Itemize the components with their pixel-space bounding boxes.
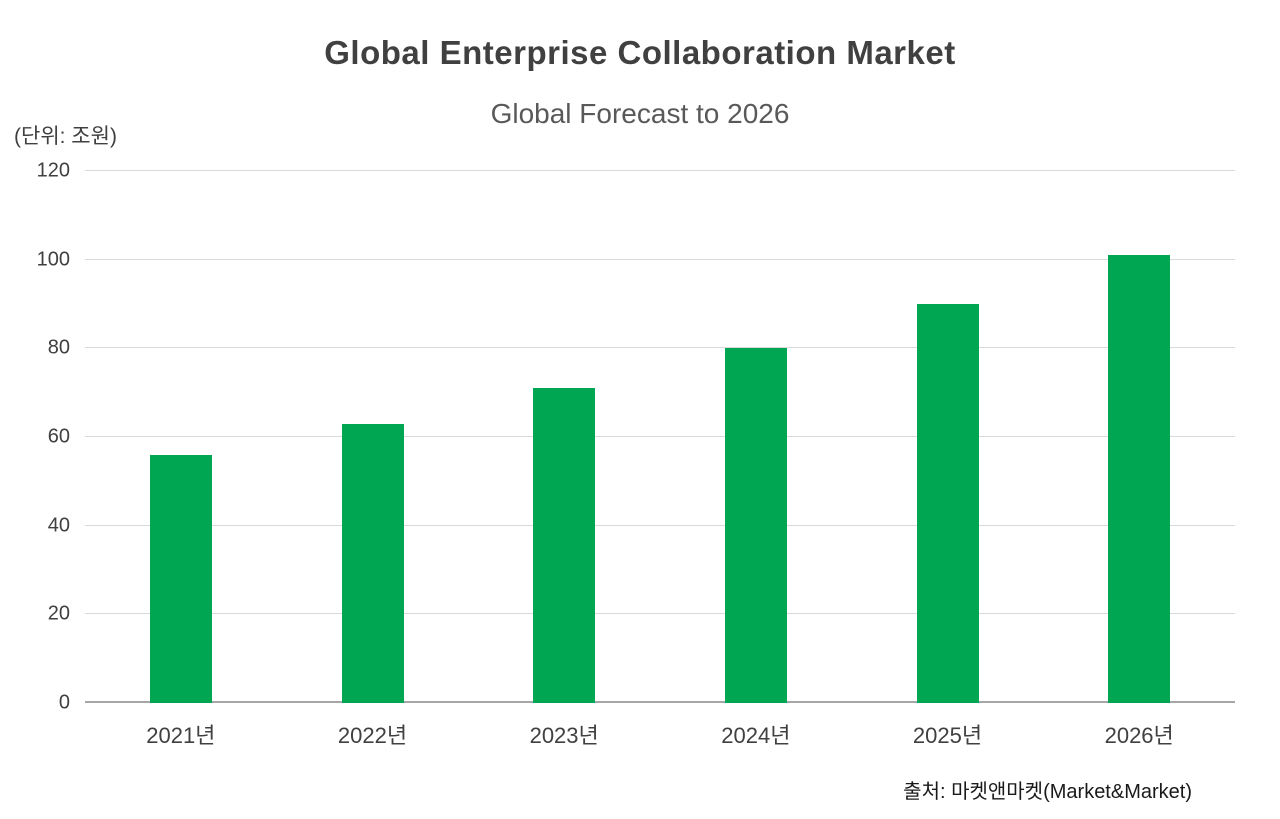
gridline-100 — [85, 258, 1235, 260]
bar-column-2025년 — [852, 171, 1044, 703]
plot-area — [85, 170, 1235, 703]
bar-2021년 — [149, 454, 212, 703]
chart-title: Global Enterprise Collaboration Market — [324, 34, 956, 71]
chart-subtitle: Global Forecast to 2026 — [490, 98, 790, 129]
bar-column-2026년 — [1043, 171, 1235, 703]
y-tick-label-120: 120 — [36, 159, 70, 182]
bar-2022년 — [341, 423, 404, 703]
x-tick-label-2024년: 2024년 — [721, 723, 791, 748]
gridline-20 — [85, 613, 1235, 615]
y-tick-label-100: 100 — [36, 248, 70, 271]
gridline-80 — [85, 347, 1235, 349]
y-tick-label-0: 0 — [58, 691, 70, 714]
x-tick-label-2023년: 2023년 — [529, 723, 599, 748]
x-tick-label-2026년: 2026년 — [1104, 723, 1174, 748]
y-tick-label-20: 20 — [47, 602, 70, 625]
bar-series — [85, 171, 1235, 703]
bar-column-2023년 — [468, 171, 660, 703]
y-tick-label-80: 80 — [47, 336, 70, 359]
bar-column-2021년 — [85, 171, 277, 703]
gridline-60 — [85, 436, 1235, 437]
y-tick-label-40: 40 — [47, 514, 70, 537]
bar-column-2022년 — [277, 171, 469, 703]
gridline-120 — [85, 170, 1235, 171]
gridline-40 — [85, 524, 1235, 526]
y-axis-unit-label: (단위: 조원) — [14, 125, 117, 148]
source-note: 출처: 마켓앤마켓(Market&Market) — [903, 781, 1192, 803]
bar-2025년 — [916, 304, 979, 703]
x-tick-label-2025년: 2025년 — [912, 723, 983, 748]
x-axis-labels: 2021년 2022년 2023년 2024년 2025년 2026년 — [85, 718, 1235, 750]
bar-2023년 — [533, 388, 596, 703]
x-tick-label-2022년: 2022년 — [337, 723, 408, 748]
bar-2024년 — [724, 348, 787, 703]
bar-column-2024년 — [660, 171, 852, 703]
y-tick-label-60: 60 — [47, 425, 70, 448]
x-axis-line — [85, 701, 1235, 703]
x-tick-label-2021년: 2021년 — [146, 723, 216, 748]
bar-2026년 — [1108, 255, 1171, 703]
